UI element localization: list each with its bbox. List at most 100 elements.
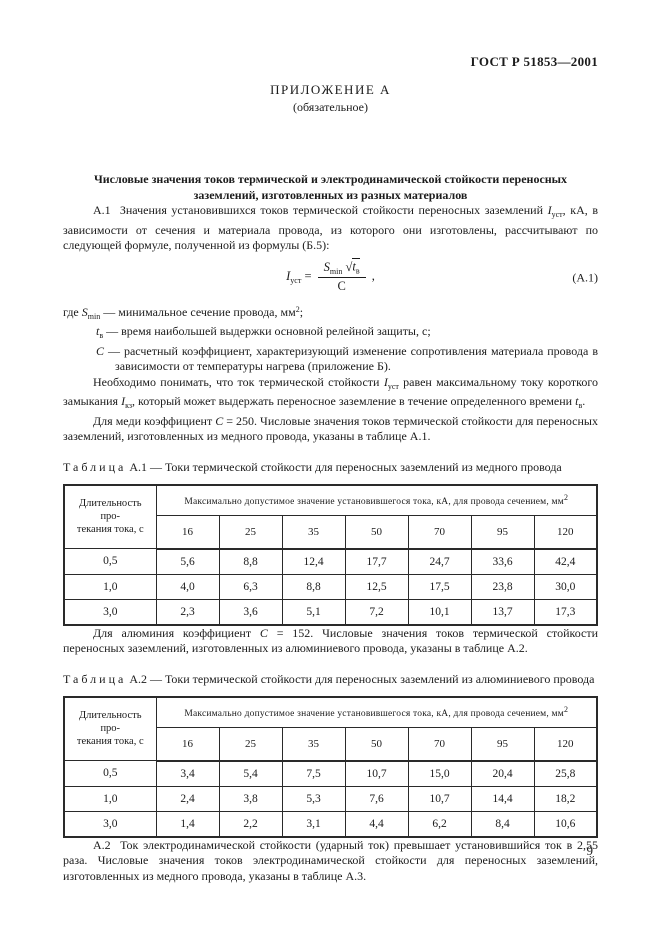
table-cell: 12,4: [281, 548, 346, 575]
appendix-subtitle: (обязательное): [293, 100, 368, 114]
appendix-heading: ПРИЛОЖЕНИЕ А (обязательное): [63, 82, 598, 115]
table-size-cell: 35: [281, 726, 346, 762]
formula-denominator: C: [337, 278, 346, 293]
table-cell: 3,0: [63, 598, 157, 625]
table-cell: 4,0: [155, 573, 220, 600]
span-header-sup: 2: [563, 493, 569, 502]
col0-line2: текания тока, с: [76, 524, 144, 536]
formula-numerator: Smin √tв: [317, 258, 366, 278]
span-header-sup: 2: [563, 705, 569, 714]
table-cell: 5,1: [281, 598, 346, 625]
table-cell: 5,3: [281, 785, 346, 812]
var-c: С: [215, 413, 224, 428]
caption-number: А.1: [129, 459, 147, 474]
table-cell: 3,1: [281, 810, 346, 837]
page-content: ГОСТ Р 51853—2001 ПРИЛОЖЕНИЕ А (обязател…: [63, 0, 598, 884]
col0-line1: Длительность про-: [79, 498, 142, 523]
var-i-sub: кз: [125, 401, 133, 410]
table-a2-head: Длительность про-текания тока, с Максима…: [63, 696, 598, 762]
table-size-cell: 70: [407, 514, 472, 550]
page-number: 9: [586, 843, 594, 858]
var-t: t: [575, 394, 579, 408]
where-c: С — расчетный коэффициент, характеризующ…: [63, 344, 598, 375]
where-smin-text: — минимальное сечение провода, мм: [100, 304, 296, 319]
formula-comma: ,: [368, 268, 375, 283]
table-size-cell: 35: [281, 514, 346, 550]
table-row: 0,5 3,4 5,4 7,5 10,7 15,0 20,4 25,8: [63, 760, 598, 787]
table-cell: 17,7: [344, 548, 409, 575]
table-row: 0,5 5,6 8,8 12,4 17,7 24,7 33,6 42,4: [63, 548, 598, 575]
paragraph-copper: Для меди коэффициент С = 250. Числовые з…: [63, 414, 598, 445]
var-i-sub: уст: [387, 381, 399, 391]
table-cell: 6,3: [218, 573, 283, 600]
table-cell: 2,3: [155, 598, 220, 625]
table-size-cell: 25: [218, 514, 283, 550]
where-smin-end: ;: [299, 304, 304, 319]
radicand: tв: [352, 258, 360, 276]
table-cell: 17,3: [533, 598, 598, 625]
table-cell: 30,0: [533, 573, 598, 600]
table-cell: 3,0: [63, 810, 157, 837]
table-cell: 10,6: [533, 810, 598, 837]
aluminum-text1: Для алюминия коэффициент: [93, 625, 260, 640]
table-col0-header: Длительность про-текания тока, с: [63, 484, 157, 549]
table-cell: 10,7: [344, 760, 409, 787]
note-text3: , который может выдержать переносное заз…: [132, 394, 576, 408]
table-sizes-row: 16 25 35 50 70 95 120: [64, 514, 598, 550]
var-i: I: [383, 374, 388, 389]
table-cell: 5,4: [218, 760, 283, 787]
caption-text: — Токи термической стойкости для перенос…: [150, 671, 595, 686]
table-cell: 24,7: [407, 548, 472, 575]
formula-equals: =: [301, 268, 315, 283]
table-cell: 0,5: [63, 548, 157, 575]
formula-a1: Iуст = Smin √tв C , (А.1): [63, 258, 598, 296]
var-i-sub: уст: [551, 210, 563, 219]
appendix-title: ПРИЛОЖЕНИЕ А: [270, 82, 391, 97]
copper-text2: = 250. Числовые значения токов термическ…: [63, 413, 598, 444]
var-i: I: [547, 203, 552, 217]
table-size-cell: 95: [470, 726, 535, 762]
paragraph-a2: А.2 Ток электродинамической стойкости (у…: [63, 837, 598, 883]
table-cell: 7,6: [344, 785, 409, 812]
table-header-row: Длительность про-текания тока, с Максима…: [63, 484, 598, 549]
table-a1: Длительность про-текания тока, с Максима…: [63, 483, 598, 626]
table-a2-body: 0,5 3,4 5,4 7,5 10,7 15,0 20,4 25,8 1,0 2,4 3,8 5,3…: [63, 760, 598, 837]
note-text4: .: [582, 394, 586, 408]
var-s: S: [81, 304, 88, 319]
table-cell: 18,2: [533, 785, 598, 812]
table-cell: 8,8: [218, 548, 283, 575]
var-s-sub: min: [87, 311, 101, 321]
table-cell: 10,7: [407, 785, 472, 812]
table-cell: 8,4: [470, 810, 535, 837]
var-s-sub: min: [329, 266, 343, 276]
paragraph-a1-text: А.1 Значения установившихся токов термич…: [93, 203, 548, 217]
var-s: S: [323, 259, 330, 274]
var-c: С: [96, 343, 105, 358]
table-cell: 14,4: [470, 785, 535, 812]
table-cell: 6,2: [407, 810, 472, 837]
table-cell: 8,8: [281, 573, 346, 600]
table-cell: 23,8: [470, 573, 535, 600]
caption-word: Таблица: [63, 459, 127, 474]
table-a2-caption: Таблица А.2 — Токи термической стойкости…: [63, 672, 598, 687]
table-cell: 1,4: [155, 810, 220, 837]
table-row: 3,0 1,4 2,2 3,1 4,4 6,2 8,4 10,6: [63, 810, 598, 837]
span-header-text: Максимально допустимое значение установи…: [184, 497, 564, 507]
table-cell: 13,7: [470, 598, 535, 625]
table-span-header: Максимально допустимое значение установи…: [155, 696, 598, 728]
formula-label: (А.1): [572, 270, 598, 284]
copper-text1: Для меди коэффициент: [93, 413, 216, 428]
table-cell: 1,0: [63, 785, 157, 812]
table-a1-body: 0,5 5,6 8,8 12,4 17,7 24,7 33,6 42,4 1,0 4,0 6,3 8,…: [63, 548, 598, 625]
caption-word: Таблица: [63, 671, 127, 686]
where-smin: где Smin — минимальное сечение провода, …: [63, 302, 598, 325]
table-row: 1,0 4,0 6,3 8,8 12,5 17,5 23,8 30,0: [63, 573, 598, 600]
table-cell: 12,5: [344, 573, 409, 600]
var-i: I: [121, 394, 126, 408]
table-cell: 42,4: [533, 548, 598, 575]
table-a2: Длительность про-текания тока, с Максима…: [63, 695, 598, 838]
where-word: где: [63, 304, 82, 319]
table-row: 3,0 2,3 3,6 5,1 7,2 10,1 13,7 17,3: [63, 598, 598, 625]
where-c-text: — расчетный коэффициент, характеризующий…: [104, 343, 598, 374]
